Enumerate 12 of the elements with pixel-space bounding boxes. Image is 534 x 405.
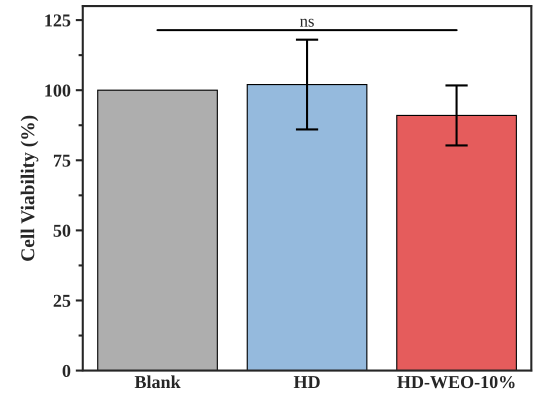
x-tick-label: HD (294, 376, 320, 388)
y-tick-label: 75 (54, 154, 70, 167)
y-tick-label: 50 (54, 224, 70, 237)
y-tick-label: 25 (54, 294, 70, 307)
y-tick-label: 0 (62, 364, 70, 378)
y-tick-label: 100 (45, 84, 70, 97)
y-tick-label: 125 (45, 14, 70, 27)
x-tick-label: HD-WEO-10% (397, 376, 515, 388)
y-axis-title: Cell Viability (%) (20, 116, 38, 261)
bar (97, 90, 218, 371)
annotation: ns (300, 18, 314, 27)
x-tick-label: Blank (134, 375, 181, 388)
